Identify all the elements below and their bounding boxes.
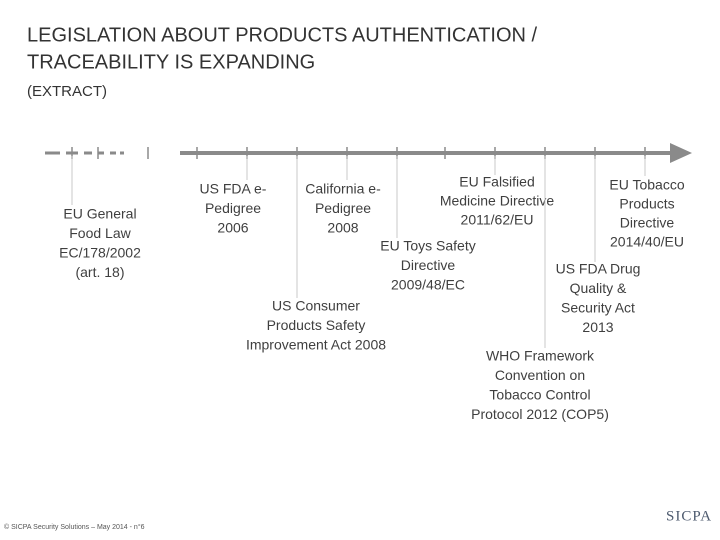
title: LEGISLATION ABOUT PRODUCTS AUTHENTICATIO… — [27, 24, 538, 46]
event-label: Pedigree — [315, 200, 371, 216]
event-label: EU Toys Safety — [380, 238, 475, 254]
event-label: Improvement Act 2008 — [246, 337, 386, 353]
event-label: WHO Framework — [486, 348, 595, 364]
event-label: Security Act — [561, 300, 635, 316]
event-label: Pedigree — [205, 200, 261, 216]
event-label: Directive — [620, 215, 675, 231]
event-label: 2008 — [327, 220, 358, 236]
event-label: Quality & — [570, 280, 627, 296]
event-label: Convention on — [495, 367, 585, 383]
event-label: US Consumer — [272, 298, 360, 314]
event-label: Medicine Directive — [440, 193, 555, 209]
logo: SICPA — [666, 508, 712, 524]
footer-copyright: © SICPA Security Solutions – May 2014 - … — [4, 523, 145, 531]
event-label: EU Tobacco — [609, 177, 684, 193]
event-label: Food Law — [69, 225, 131, 241]
event-label: California e- — [305, 181, 381, 197]
event-label: EC/178/2002 — [59, 245, 141, 261]
event-label: EU Falsified — [459, 174, 534, 190]
timeline — [45, 143, 692, 163]
event-label: 2014/40/EU — [610, 234, 684, 250]
subtitle: (EXTRACT) — [27, 83, 107, 100]
title: TRACEABILITY IS EXPANDING — [27, 51, 315, 73]
event-label: (art. 18) — [75, 264, 124, 280]
event-label: Directive — [401, 257, 456, 273]
event-label: US FDA Drug — [556, 261, 641, 277]
event-label: Products — [619, 196, 674, 212]
event-label: 2006 — [217, 220, 248, 236]
event-label: US FDA e- — [200, 181, 267, 197]
event-label: Products Safety — [267, 317, 366, 333]
event-label: Protocol 2012 (COP5) — [471, 406, 609, 422]
event-label: 2013 — [582, 319, 613, 335]
event-label: Tobacco Control — [489, 387, 590, 403]
event-label: 2009/48/EC — [391, 277, 465, 293]
event-label: EU General — [63, 206, 136, 222]
event-label: 2011/62/EU — [461, 212, 534, 228]
content: LEGISLATION ABOUT PRODUCTS AUTHENTICATIO… — [4, 24, 712, 531]
